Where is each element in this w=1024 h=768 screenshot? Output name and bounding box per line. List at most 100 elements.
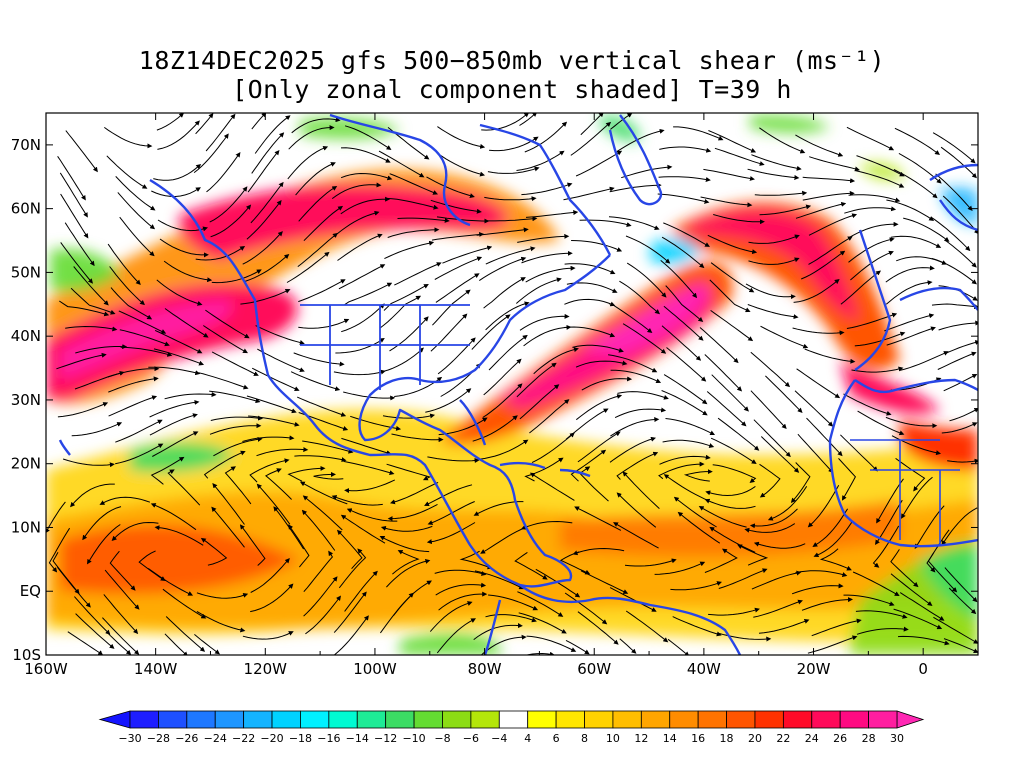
streamline bbox=[482, 383, 523, 418]
streamline bbox=[109, 550, 136, 591]
colorbar-label: −22 bbox=[232, 732, 255, 745]
streamline bbox=[265, 468, 292, 500]
streamline bbox=[751, 570, 802, 590]
colorbar-label: −10 bbox=[402, 732, 425, 745]
colorbar-swatch bbox=[839, 710, 869, 729]
colorbar-swatch bbox=[300, 710, 330, 729]
streamline bbox=[57, 566, 91, 608]
streamline bbox=[933, 616, 978, 644]
streamline bbox=[661, 390, 708, 416]
lat-tick-label: 10S bbox=[12, 646, 41, 664]
streamline bbox=[802, 190, 855, 201]
streamline bbox=[698, 506, 747, 528]
streamline bbox=[386, 558, 431, 588]
streamline bbox=[434, 256, 483, 280]
streamline bbox=[753, 599, 803, 618]
streamline bbox=[211, 351, 259, 376]
streamline bbox=[60, 193, 89, 239]
streamline bbox=[213, 436, 263, 457]
streamline bbox=[670, 581, 722, 591]
streamline bbox=[340, 172, 393, 181]
streamline bbox=[565, 639, 590, 655]
streamline bbox=[710, 262, 755, 293]
map-title-line1: 18Z14DEC2025 gfs 500−850mb vertical shea… bbox=[138, 46, 886, 75]
streamline bbox=[429, 601, 473, 632]
streamline bbox=[856, 155, 905, 177]
streamline bbox=[848, 194, 901, 203]
streamline bbox=[57, 156, 86, 201]
streamline bbox=[699, 327, 739, 364]
colorbar-over-arrow bbox=[896, 710, 925, 729]
streamline bbox=[115, 419, 163, 443]
streamline bbox=[851, 366, 904, 373]
streamline bbox=[488, 594, 539, 611]
streamline bbox=[616, 451, 659, 480]
streamline bbox=[893, 608, 943, 630]
colorbar-label: 4 bbox=[524, 732, 531, 745]
streamline bbox=[717, 417, 760, 451]
streamline bbox=[340, 514, 386, 544]
streamline bbox=[575, 150, 623, 177]
streamline bbox=[564, 263, 616, 275]
streamline bbox=[819, 548, 852, 571]
streamline bbox=[838, 458, 857, 501]
streamline bbox=[391, 433, 444, 443]
streamline bbox=[62, 458, 115, 468]
streamline bbox=[521, 250, 573, 264]
colorbar-swatch bbox=[811, 710, 841, 729]
streamline bbox=[514, 551, 548, 580]
streamline bbox=[434, 569, 487, 576]
streamline bbox=[813, 521, 853, 557]
colorbar-swatch bbox=[498, 710, 529, 729]
streamline bbox=[524, 457, 564, 482]
streamline bbox=[850, 250, 894, 281]
streamline bbox=[341, 303, 385, 333]
streamline bbox=[610, 369, 662, 384]
lon-tick-label: 40W bbox=[687, 660, 721, 678]
streamline bbox=[164, 308, 209, 338]
streamline bbox=[437, 126, 486, 149]
streamline bbox=[661, 236, 705, 269]
streamline bbox=[941, 422, 978, 434]
streamline bbox=[346, 508, 398, 522]
streamline bbox=[856, 626, 909, 635]
streamline bbox=[793, 278, 840, 303]
streamline bbox=[704, 354, 743, 392]
streamline bbox=[857, 410, 905, 436]
streamline bbox=[931, 303, 978, 310]
streamline bbox=[708, 130, 757, 153]
colorbar-label: 26 bbox=[833, 732, 847, 745]
streamline bbox=[808, 236, 853, 265]
streamline bbox=[484, 196, 537, 202]
streamline bbox=[389, 481, 439, 505]
streamline bbox=[156, 113, 185, 131]
streamline bbox=[298, 318, 350, 329]
streamline bbox=[713, 214, 765, 225]
streamline bbox=[571, 240, 623, 252]
streamline bbox=[622, 323, 667, 354]
streamline bbox=[73, 266, 109, 306]
streamline bbox=[167, 469, 201, 506]
streamline bbox=[288, 125, 335, 150]
streamline bbox=[115, 443, 164, 465]
colorbar-swatch bbox=[782, 710, 813, 729]
streamline bbox=[708, 607, 760, 616]
streamline bbox=[844, 206, 897, 214]
streamline bbox=[748, 257, 800, 265]
streamline bbox=[387, 227, 440, 238]
streamline bbox=[754, 190, 808, 196]
streamline bbox=[244, 253, 290, 282]
streamline bbox=[517, 591, 564, 617]
colorbar-swatch bbox=[669, 710, 699, 729]
colorbar-label: 22 bbox=[776, 732, 790, 745]
streamline bbox=[424, 484, 473, 506]
streamline bbox=[767, 486, 808, 521]
streamline bbox=[110, 287, 153, 320]
streamline bbox=[211, 269, 262, 284]
streamline bbox=[298, 185, 338, 222]
streamline bbox=[848, 221, 899, 239]
streamline bbox=[941, 507, 978, 546]
streamline bbox=[712, 464, 757, 484]
streamline bbox=[625, 235, 671, 264]
colorbar-label: 16 bbox=[691, 732, 705, 745]
